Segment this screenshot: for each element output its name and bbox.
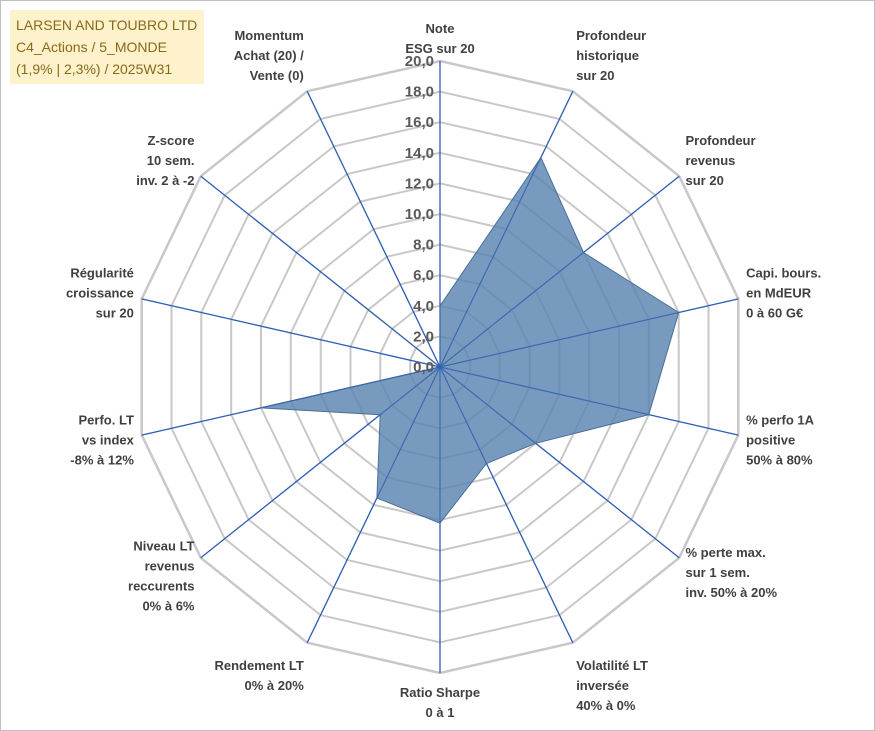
category-label-13: Momentum Achat (20) / Vente (0) <box>234 28 304 83</box>
category-label-13-line-2: Vente (0) <box>250 68 304 83</box>
category-label-4-line-0: % perfo 1A <box>746 413 815 428</box>
category-label-11: Régularité croissance sur 20 <box>66 266 134 321</box>
axis-spoke-overlay-13 <box>306 91 441 368</box>
category-label-10-line-2: -8% à 12% <box>70 453 134 468</box>
tick-label-6: 12,0 <box>405 175 434 192</box>
category-label-12: Z-score 10 sem. inv. 2 à -2 <box>136 133 194 188</box>
category-label-9: Niveau LT revenus reccurents 0% à 6% <box>128 539 195 614</box>
axis-spoke-overlay-9 <box>200 366 441 559</box>
category-label-4-line-2: 50% à 80% <box>746 453 813 468</box>
category-label-8-line-1: 0% à 20% <box>245 678 305 693</box>
category-label-8-line-0: Rendement LT <box>214 658 303 673</box>
axis-spoke-overlay-4 <box>439 366 739 436</box>
tick-label-8: 16,0 <box>405 114 434 131</box>
category-label-9-line-0: Niveau LT <box>133 539 194 554</box>
axis-spoke-overlay-12 <box>200 175 441 368</box>
category-label-5-line-0: % perte max. <box>686 545 766 560</box>
category-label-3-line-1: en MdEUR <box>746 286 812 301</box>
category-label-3-line-2: 0 à 60 G€ <box>746 306 803 321</box>
category-label-0-line-0: Note <box>426 21 455 36</box>
category-label-10-line-1: vs index <box>82 433 135 448</box>
axis-spoke-overlay-10 <box>141 366 441 436</box>
category-label-9-line-3: 0% à 6% <box>142 599 194 614</box>
category-label-0: Note ESG sur 20 <box>405 21 474 56</box>
category-label-7-line-0: Ratio Sharpe <box>400 685 480 700</box>
tick-label-7: 14,0 <box>405 145 434 162</box>
category-label-2-line-1: revenus <box>686 153 736 168</box>
category-label-12-line-1: 10 sem. <box>147 153 195 168</box>
category-labels: Note ESG sur 20 Profondeur historique sur 20… <box>66 21 821 720</box>
category-label-13-line-1: Achat (20) / <box>234 48 304 63</box>
category-label-11-line-1: croissance <box>66 286 134 301</box>
axis-spoke-overlay-6 <box>439 366 574 643</box>
category-label-5: % perte max. sur 1 sem. inv. 50% à 20% <box>686 545 778 600</box>
chart-title-line-1: LARSEN AND TOUBRO LTD <box>16 17 198 33</box>
tick-label-10: 20,0 <box>405 53 434 70</box>
tick-label-5: 10,0 <box>405 206 434 223</box>
axis-spoke-overlay-1 <box>439 91 574 368</box>
category-label-12-line-0: Z-score <box>148 133 195 148</box>
category-label-13-line-0: Momentum <box>234 28 303 43</box>
axis-spoke-overlay-11 <box>141 298 441 368</box>
category-label-9-line-2: reccurents <box>128 579 194 594</box>
category-label-5-line-2: inv. 50% à 20% <box>686 585 778 600</box>
category-label-4: % perfo 1A positive 50% à 80% <box>746 413 815 468</box>
category-label-1-line-0: Profondeur <box>576 28 646 43</box>
tick-label-1: 2,0 <box>413 328 434 345</box>
tick-label-0: 0,0 <box>413 359 434 376</box>
category-label-1-line-1: historique <box>576 48 639 63</box>
tick-label-9: 18,0 <box>405 84 434 101</box>
category-label-2-line-0: Profondeur <box>686 133 756 148</box>
category-label-4-line-1: positive <box>746 433 795 448</box>
category-label-11-line-2: sur 20 <box>96 306 134 321</box>
category-label-6-line-2: 40% à 0% <box>576 698 636 713</box>
category-label-2: Profondeur revenus sur 20 <box>686 133 756 188</box>
axis-spoke-overlay-8 <box>306 366 441 643</box>
category-label-1: Profondeur historique sur 20 <box>576 28 646 83</box>
category-label-1-line-2: sur 20 <box>576 68 614 83</box>
category-label-3-line-0: Capi. bours. <box>746 266 821 281</box>
axis-spoke-overlay-5 <box>439 366 680 559</box>
category-label-12-line-2: inv. 2 à -2 <box>136 173 194 188</box>
category-label-11-line-0: Régularité <box>70 266 134 281</box>
category-label-6-line-0: Volatilité LT <box>576 658 648 673</box>
tick-label-3: 6,0 <box>413 267 434 284</box>
chart-title-line-3: (1,9% | 2,3%) / 2025W31 <box>16 61 173 77</box>
category-label-8: Rendement LT 0% à 20% <box>214 658 304 693</box>
axis-spoke-overlay-3 <box>439 298 739 368</box>
tick-label-2: 4,0 <box>413 298 434 315</box>
category-label-3: Capi. bours. en MdEUR 0 à 60 G€ <box>746 266 821 321</box>
category-label-7: Ratio Sharpe 0 à 1 <box>400 685 480 720</box>
category-label-5-line-1: sur 1 sem. <box>686 565 750 580</box>
category-label-6: Volatilité LT inversée 40% à 0% <box>576 658 648 713</box>
category-label-0-line-1: ESG sur 20 <box>405 41 474 56</box>
category-label-10-line-0: Perfo. LT <box>79 413 134 428</box>
category-label-7-line-1: 0 à 1 <box>426 705 455 720</box>
tick-label-4: 8,0 <box>413 237 434 254</box>
radial-tick-labels: 0,0 2,0 4,0 6,0 8,0 10,0 12,0 14,0 16,0 18,0 20,0 <box>405 53 434 376</box>
chart-title-box: LARSEN AND TOUBRO LTD C4_Actions / 5_MON… <box>10 10 204 84</box>
radar-series <box>141 61 739 673</box>
chart-title-line-2: C4_Actions / 5_MONDE <box>16 39 167 55</box>
axis-spoke-overlay-2 <box>439 175 680 368</box>
category-label-2-line-2: sur 20 <box>686 173 724 188</box>
category-label-9-line-1: revenus <box>145 559 195 574</box>
category-label-6-line-1: inversée <box>576 678 629 693</box>
category-label-10: Perfo. LT vs index -8% à 12% <box>70 413 134 468</box>
